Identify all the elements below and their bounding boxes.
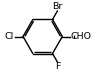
Text: Br: Br xyxy=(52,2,63,11)
Text: Cl: Cl xyxy=(5,32,14,41)
Text: F: F xyxy=(55,62,60,71)
Text: CHO: CHO xyxy=(71,32,92,41)
